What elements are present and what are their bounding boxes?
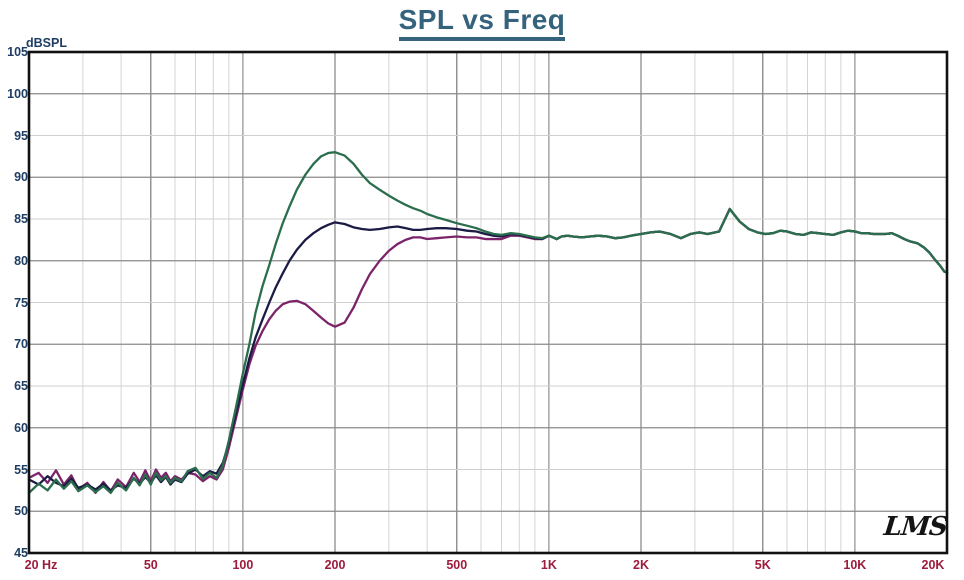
y-axis-tick-label: 105 xyxy=(7,45,28,59)
page-title-text: SPL vs Freq xyxy=(398,4,566,41)
y-axis-tick-label: 60 xyxy=(14,420,28,435)
y-axis-tick-labels: 45 50 55 60 65 70 75 80 85 90 95 100 105 xyxy=(0,0,28,580)
x-axis-tick-label: 20 Hz xyxy=(24,558,58,572)
series-line-green xyxy=(27,151,949,495)
x-axis-tick-label: 10K xyxy=(843,558,867,572)
x-axis-tick-label: 2K xyxy=(633,558,649,572)
y-axis-tick-label: 70 xyxy=(14,337,28,352)
x-axis-tick-label: 20K xyxy=(921,558,945,572)
x-axis-tick-label: 50 xyxy=(143,558,158,572)
x-axis-tick-label: 5K xyxy=(754,558,771,572)
x-axis-tick-label: 200 xyxy=(324,558,346,572)
x-axis-tick-labels: 20 Hz 50 100 200 500 1K 2K 5K 10K 20K xyxy=(0,558,964,580)
x-axis-tick-label: 1K xyxy=(540,558,557,572)
lms-watermark: LMS xyxy=(882,512,949,542)
page-title: SPL vs Freq xyxy=(0,4,964,41)
y-axis-tick-label: 45 xyxy=(14,546,28,560)
y-axis-tick-label: 50 xyxy=(14,504,28,519)
plot-frame xyxy=(27,50,949,555)
y-axis-unit-label: dBSPL xyxy=(26,36,67,50)
y-axis-tick-label: 85 xyxy=(14,212,28,226)
y-axis-tick-label: 95 xyxy=(14,128,28,143)
y-axis-tick-label: 55 xyxy=(14,462,28,477)
y-axis-tick-label: 80 xyxy=(14,253,28,268)
y-axis-tick-label: 75 xyxy=(14,295,28,310)
y-axis-tick-label: 90 xyxy=(14,170,28,185)
x-axis-tick-label: 500 xyxy=(446,558,468,572)
x-axis-tick-label: 100 xyxy=(232,558,254,572)
y-axis-tick-label: 65 xyxy=(14,379,28,393)
y-axis-tick-label: 100 xyxy=(7,86,28,101)
series-layer xyxy=(27,151,949,495)
